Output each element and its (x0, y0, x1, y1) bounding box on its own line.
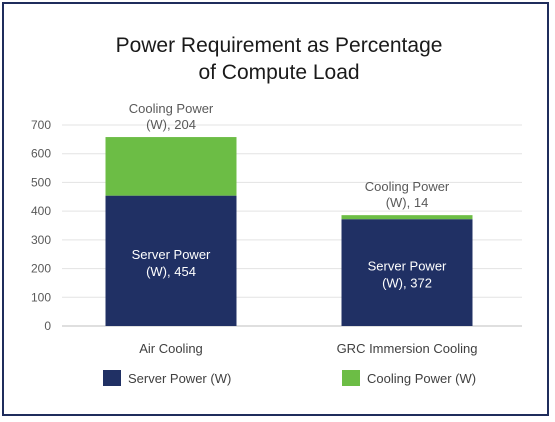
legend-swatch-cooling-power (342, 370, 360, 386)
y-tick-label: 600 (31, 147, 51, 161)
y-tick-label: 200 (31, 262, 51, 276)
bar-cooling-power (105, 137, 237, 196)
bar-cooling-power (341, 215, 473, 220)
data-label-server-power: Server Power (368, 259, 447, 274)
y-tick-label: 700 (31, 118, 51, 132)
y-tick-label: 0 (44, 319, 51, 333)
bar-server-power (105, 195, 237, 326)
chart-title: Power Requirement as Percentage of Compu… (116, 34, 443, 84)
x-tick-label: Air Cooling (139, 341, 203, 356)
x-tick-label: GRC Immersion Cooling (337, 341, 478, 356)
x-axis: Air Cooling GRC Immersion Cooling (139, 341, 477, 356)
legend-swatch-server-power (103, 370, 121, 386)
data-label-server-power: Server Power (132, 247, 211, 262)
legend-label-cooling-power: Cooling Power (W) (367, 371, 476, 386)
data-label-server-power: (W), 372 (382, 276, 432, 291)
legend: Server Power (W) Cooling Power (W) (103, 370, 476, 386)
data-label-cooling-power: (W), 14 (386, 195, 429, 210)
chart-title-line-2: of Compute Load (198, 61, 359, 84)
y-axis: 0 100 200 300 400 500 600 700 (31, 118, 51, 333)
bar-server-power (341, 219, 473, 326)
data-label-cooling-power: Cooling Power (365, 179, 450, 194)
chart-title-line-1: Power Requirement as Percentage (116, 34, 443, 57)
y-tick-label: 500 (31, 175, 51, 189)
y-tick-label: 300 (31, 233, 51, 247)
bars (105, 137, 473, 326)
y-tick-label: 400 (31, 204, 51, 218)
data-label-server-power: (W), 454 (146, 264, 196, 279)
legend-label-server-power: Server Power (W) (128, 371, 231, 386)
data-label-cooling-power: (W), 204 (146, 117, 196, 132)
chart-frame (2, 2, 549, 416)
data-label-cooling-power: Cooling Power (129, 101, 214, 116)
y-tick-label: 100 (31, 290, 51, 304)
